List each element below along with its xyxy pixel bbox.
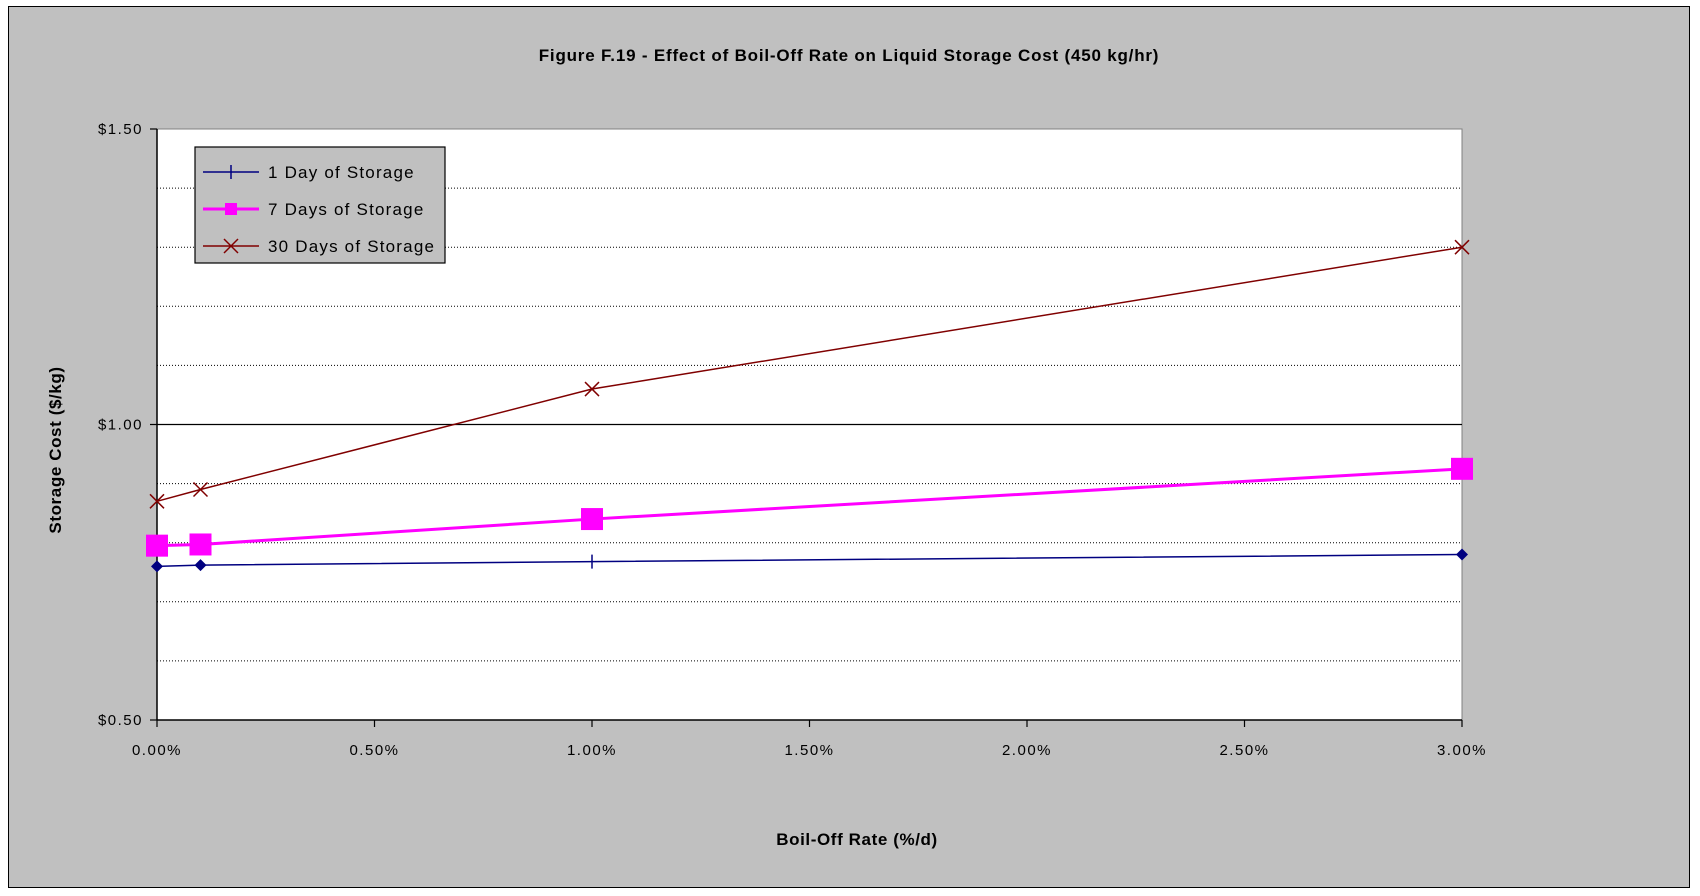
y-axis-title: Storage Cost ($/kg)	[46, 366, 65, 533]
legend-swatch-marker	[223, 238, 239, 254]
y-tick-label: $0.50	[98, 712, 143, 729]
legend-item: 7 Days of Storage	[203, 200, 424, 219]
series-3	[149, 239, 1470, 509]
legend-item: 1 Day of Storage	[203, 163, 415, 182]
data-point	[192, 481, 209, 498]
series-2	[146, 457, 1473, 557]
x-tick-label: 0.50%	[349, 742, 399, 759]
data-point	[189, 533, 212, 556]
series-line	[156, 467, 1463, 548]
legend-swatch-marker	[225, 203, 237, 215]
chart-frame: Figure F.19 - Effect of Boil-Off Rate on…	[8, 6, 1690, 888]
x-tick-label: 3.00%	[1437, 742, 1487, 759]
data-point	[1451, 457, 1473, 480]
data-point	[1454, 239, 1470, 255]
x-tick-label: 2.00%	[1002, 742, 1052, 759]
data-point	[194, 559, 207, 572]
legend-label: 7 Days of Storage	[268, 200, 424, 219]
x-axis-title: Boil-Off Rate (%/d)	[776, 830, 938, 849]
x-tick-label: 1.50%	[784, 742, 834, 759]
data-point	[151, 560, 163, 573]
chart-svg: Figure F.19 - Effect of Boil-Off Rate on…	[46, 46, 1487, 849]
series-1	[151, 548, 1468, 573]
legend-box	[194, 146, 446, 264]
legend-label: 30 Days of Storage	[268, 237, 435, 256]
legend: 1 Day of Storage 7 Days of Storage 30 Days…	[194, 146, 446, 264]
series-line	[156, 553, 1463, 568]
legend-label: 1 Day of Storage	[268, 163, 415, 182]
y-tick-label: $1.00	[98, 417, 143, 434]
x-tick-label: 0.00%	[132, 742, 182, 759]
data-point	[149, 493, 165, 509]
legend-item: 30 Days of Storage	[203, 237, 435, 256]
x-tick-label: 1.00%	[567, 742, 617, 759]
series-line	[156, 246, 1463, 503]
x-tick-label: 2.50%	[1219, 742, 1269, 759]
plot-area-group: $0.50 $1.00 $1.50 0.00% 0.50% 1.00% 1.50% 2.00%…	[98, 121, 1487, 759]
data-point	[581, 508, 603, 531]
data-point	[146, 534, 168, 557]
chart-title: Figure F.19 - Effect of Boil-Off Rate on…	[539, 46, 1160, 65]
data-point	[1456, 548, 1468, 561]
y-tick-label: $1.50	[98, 121, 143, 138]
data-point	[584, 381, 600, 397]
